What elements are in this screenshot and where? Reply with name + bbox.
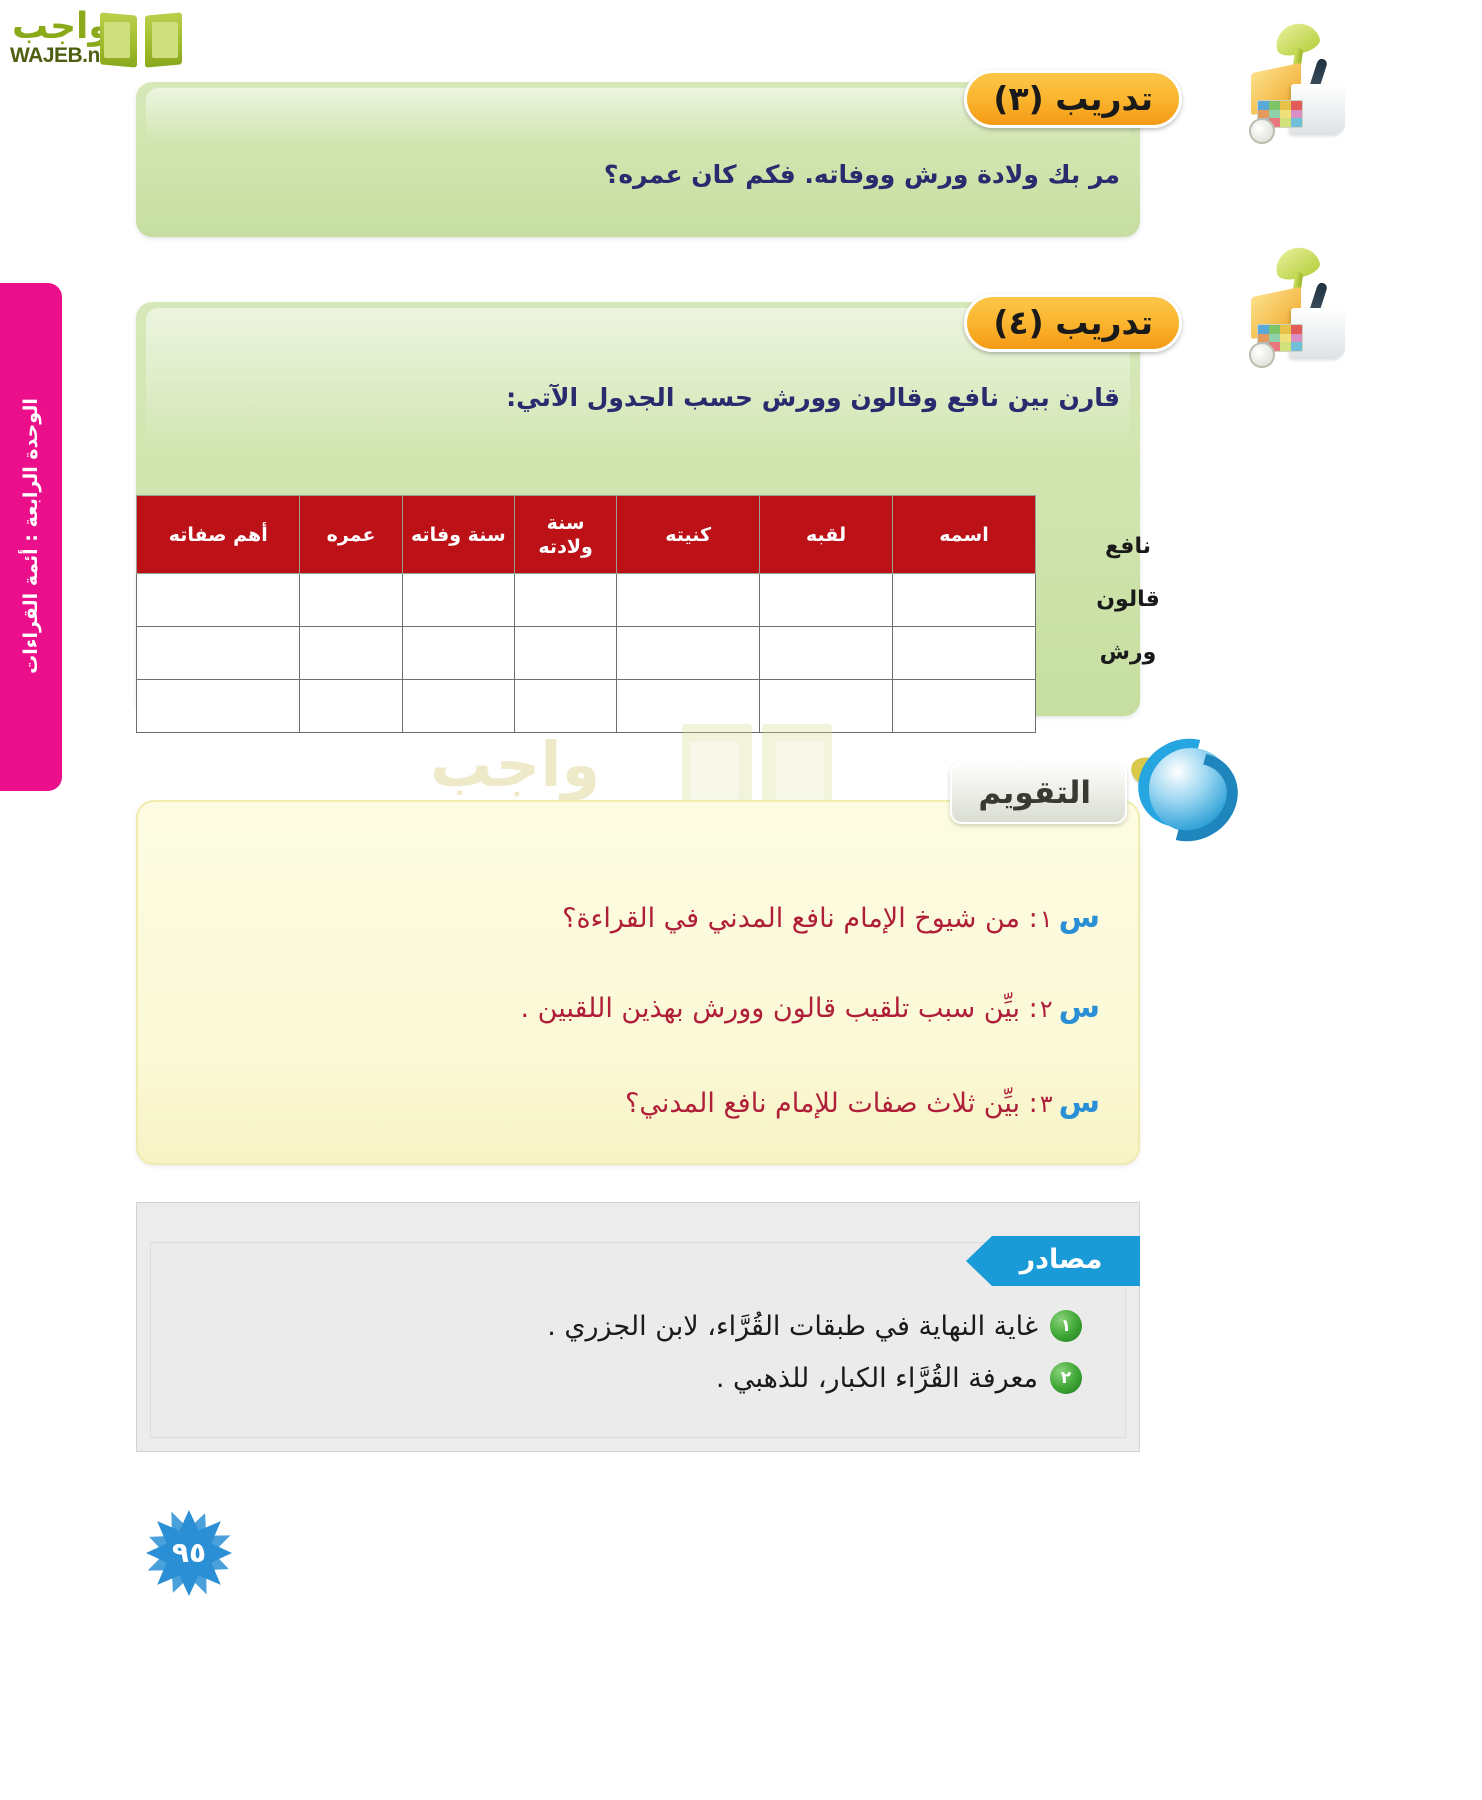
- cell[interactable]: [299, 626, 403, 680]
- cell[interactable]: [759, 679, 893, 733]
- comparison-table: اسمه لقبه كنيته سنة ولادته سنة وفاته عمر…: [135, 495, 1037, 733]
- evaluation-question-1: س ١ : من شيوخ الإمام نافع المدني في القر…: [562, 900, 1102, 935]
- source-text: غاية النهاية في طبقات القُرَّاء، لابن ال…: [547, 1310, 1038, 1342]
- unit-tab-label: الوحدة الرابعة : أئمة القراءات: [20, 398, 42, 674]
- sources-tab-arrow-icon: [966, 1236, 992, 1286]
- exercise-4-text: قارن بين نافع وقالون وورش حسب الجدول الآ…: [506, 383, 1120, 412]
- cell[interactable]: [135, 626, 301, 680]
- source-text: معرفة القُرَّاء الكبار، للذهبي .: [715, 1362, 1038, 1394]
- row-label-qalun: قالون: [1096, 587, 1160, 612]
- row-label-warsh: ورش: [1099, 640, 1157, 665]
- evaluation-title-tab: التقويم: [950, 762, 1127, 824]
- cell[interactable]: [891, 626, 1037, 680]
- cell[interactable]: [401, 573, 516, 627]
- question-number: ٣: [1039, 1090, 1053, 1118]
- column-header-traits: أهم صفاته: [135, 495, 301, 574]
- cell[interactable]: [891, 573, 1037, 627]
- question-marker: س: [1058, 1085, 1102, 1120]
- exercise-3-text: مر بك ولادة ورش ووفاته. فكم كان عمره؟: [603, 160, 1120, 189]
- column-header-death-year: سنة وفاته: [401, 495, 516, 574]
- cell[interactable]: [514, 573, 618, 627]
- cell[interactable]: [616, 573, 761, 627]
- cell[interactable]: [401, 626, 516, 680]
- exercise-4-badge: تدريب (٤): [964, 294, 1182, 352]
- evaluation-question-2: س ٢ : بيِّن سبب تلقيب قالون وورش بهذين ا…: [520, 990, 1103, 1025]
- site-logo: واجب WAJEB.net: [8, 8, 198, 70]
- source-number-badge: ٢: [1050, 1362, 1082, 1394]
- question-text: : من شيوخ الإمام نافع المدني في القراءة؟: [562, 903, 1038, 934]
- exercise-3-badge: تدريب (٣): [964, 70, 1182, 128]
- table-row: [135, 573, 1037, 627]
- question-number: ٢: [1039, 995, 1053, 1023]
- study-desk-icon: [1249, 18, 1354, 144]
- study-desk-icon: [1249, 242, 1354, 368]
- cell[interactable]: [299, 679, 403, 733]
- cell[interactable]: [401, 679, 516, 733]
- question-marker: س: [1058, 900, 1102, 935]
- open-book-icon: [100, 10, 182, 68]
- cell[interactable]: [514, 679, 618, 733]
- cell[interactable]: [135, 679, 301, 733]
- cell[interactable]: [759, 573, 893, 627]
- logo-latin-text: WAJEB.net: [10, 44, 118, 67]
- globe-arrows-icon: [1121, 721, 1255, 859]
- cell[interactable]: [299, 573, 403, 627]
- page-number-badge: ٩٥: [146, 1510, 232, 1596]
- column-header-title: لقبه: [759, 495, 893, 574]
- question-text: : بيِّن سبب تلقيب قالون وورش بهذين اللقب…: [520, 993, 1038, 1024]
- table-row: [135, 626, 1037, 680]
- source-item-2: ٢ معرفة القُرَّاء الكبار، للذهبي .: [716, 1362, 1082, 1394]
- source-item-1: ١ غاية النهاية في طبقات القُرَّاء، لابن …: [547, 1310, 1082, 1342]
- cell[interactable]: [135, 573, 301, 627]
- page-number: ٩٥: [171, 1536, 207, 1569]
- question-number: ١: [1039, 905, 1053, 933]
- column-header-age: عمره: [299, 495, 403, 574]
- cell[interactable]: [514, 626, 618, 680]
- cell[interactable]: [616, 626, 761, 680]
- evaluation-panel: [136, 800, 1140, 1165]
- table-row: [135, 679, 1037, 733]
- sources-inner-box: [150, 1242, 1126, 1438]
- column-header-name: اسمه: [891, 495, 1037, 574]
- cell[interactable]: [616, 679, 761, 733]
- source-number-badge: ١: [1050, 1310, 1082, 1342]
- column-header-birth-year: سنة ولادته: [514, 495, 618, 574]
- question-text: : بيِّن ثلاث صفات للإمام نافع المدني؟: [625, 1088, 1038, 1119]
- column-header-kunya: كنيته: [616, 495, 761, 574]
- question-marker: س: [1058, 990, 1102, 1025]
- table-header-row: اسمه لقبه كنيته سنة ولادته سنة وفاته عمر…: [135, 495, 1037, 574]
- logo-arabic-text: واجب: [12, 6, 111, 47]
- row-label-nafi: نافع: [1105, 534, 1151, 559]
- cell[interactable]: [759, 626, 893, 680]
- evaluation-question-3: س ٣ : بيِّن ثلاث صفات للإمام نافع المدني…: [625, 1085, 1102, 1120]
- sources-title-tab: مصادر: [992, 1236, 1140, 1286]
- cell[interactable]: [891, 679, 1037, 733]
- unit-side-tab: الوحدة الرابعة : أئمة القراءات: [0, 283, 62, 791]
- watermark-arabic: واجب: [430, 728, 601, 801]
